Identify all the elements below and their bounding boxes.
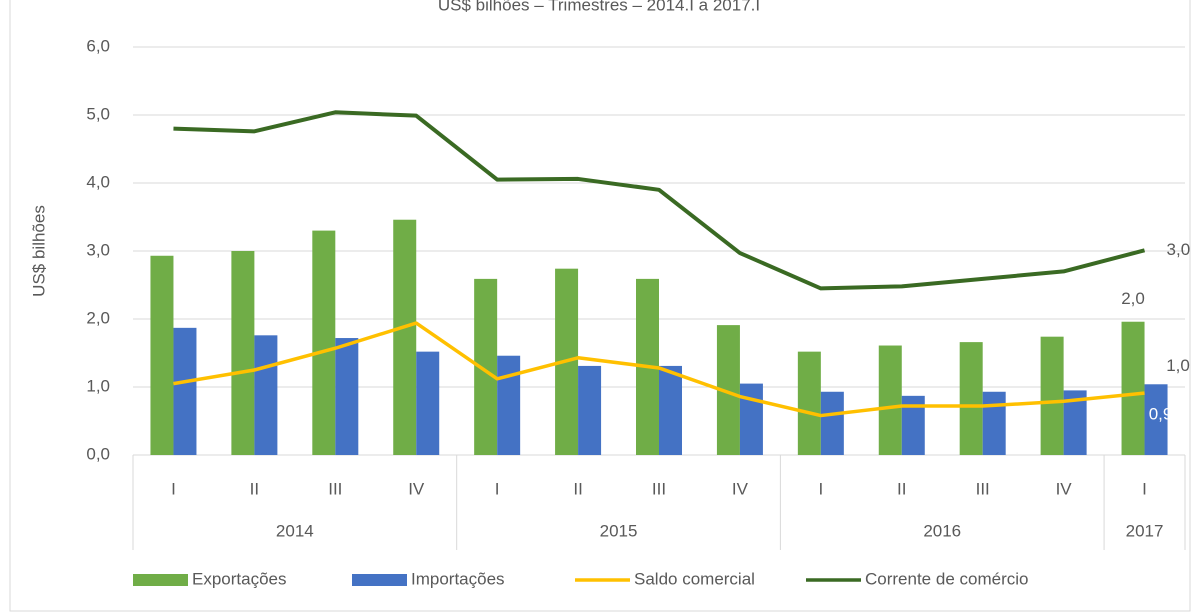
y-tick-label: 1,0 bbox=[86, 376, 110, 395]
legend-label: Saldo comercial bbox=[634, 569, 755, 588]
chart-title: US$ bilhões – Trimestres – 2014.I a 2017… bbox=[438, 0, 760, 14]
bar bbox=[878, 345, 902, 455]
data-label: 1,0 bbox=[1166, 356, 1190, 375]
y-tick-label: 5,0 bbox=[86, 104, 110, 123]
bar bbox=[1144, 384, 1168, 455]
x-tick-label: IV bbox=[732, 479, 749, 498]
bar bbox=[393, 219, 417, 455]
data-label: 2,0 bbox=[1121, 289, 1145, 308]
x-tick-label: I bbox=[1142, 479, 1147, 498]
bar bbox=[901, 395, 925, 455]
x-group-label: 2015 bbox=[600, 521, 638, 540]
bar bbox=[659, 365, 682, 455]
x-tick-label: II bbox=[573, 479, 582, 498]
data-label: 3,0 bbox=[1167, 240, 1191, 259]
bar bbox=[312, 230, 336, 455]
bar bbox=[416, 351, 440, 455]
x-group-label: 2016 bbox=[923, 521, 961, 540]
legend-label: Corrente de comércio bbox=[865, 569, 1028, 588]
x-tick-label: III bbox=[328, 479, 342, 498]
legend-label: Exportações bbox=[192, 569, 287, 588]
y-axis-label: US$ bilhões bbox=[29, 205, 48, 297]
x-tick-label: I bbox=[171, 479, 176, 498]
x-tick-label: I bbox=[818, 479, 823, 498]
x-group-label: 2017 bbox=[1126, 521, 1164, 540]
bar bbox=[474, 278, 498, 455]
bar bbox=[231, 251, 255, 455]
legend-swatch bbox=[352, 574, 407, 586]
x-tick-label: I bbox=[495, 479, 500, 498]
bar bbox=[335, 338, 359, 455]
bar bbox=[1121, 321, 1145, 455]
bar bbox=[1063, 390, 1087, 455]
y-tick-label: 6,0 bbox=[86, 36, 110, 55]
x-tick-label: III bbox=[976, 479, 990, 498]
bar bbox=[254, 335, 278, 455]
bar bbox=[173, 327, 197, 455]
data-label: 0,9 bbox=[1149, 405, 1173, 424]
x-tick-label: IV bbox=[1056, 479, 1073, 498]
bar bbox=[150, 255, 174, 455]
line-series bbox=[173, 321, 1145, 418]
line-series bbox=[173, 110, 1146, 291]
y-tick-label: 2,0 bbox=[86, 308, 110, 327]
bar bbox=[497, 355, 521, 455]
bar bbox=[982, 391, 1006, 455]
legend-label: Importações bbox=[411, 569, 505, 588]
bar bbox=[716, 325, 740, 455]
y-tick-label: 4,0 bbox=[86, 172, 110, 191]
bar bbox=[959, 342, 983, 455]
x-tick-label: III bbox=[652, 479, 666, 498]
bar bbox=[820, 391, 844, 455]
bar bbox=[578, 365, 602, 455]
y-tick-label: 0,0 bbox=[86, 444, 110, 463]
bar bbox=[1040, 336, 1064, 455]
legend-swatch bbox=[133, 574, 188, 586]
bar bbox=[797, 351, 821, 455]
x-tick-label: II bbox=[897, 479, 906, 498]
bar bbox=[739, 383, 763, 455]
chart-frame bbox=[9, 0, 1191, 612]
x-tick-label: IV bbox=[408, 479, 425, 498]
x-tick-label: II bbox=[250, 479, 259, 498]
y-tick-label: 3,0 bbox=[86, 240, 110, 259]
x-group-label: 2014 bbox=[276, 521, 314, 540]
